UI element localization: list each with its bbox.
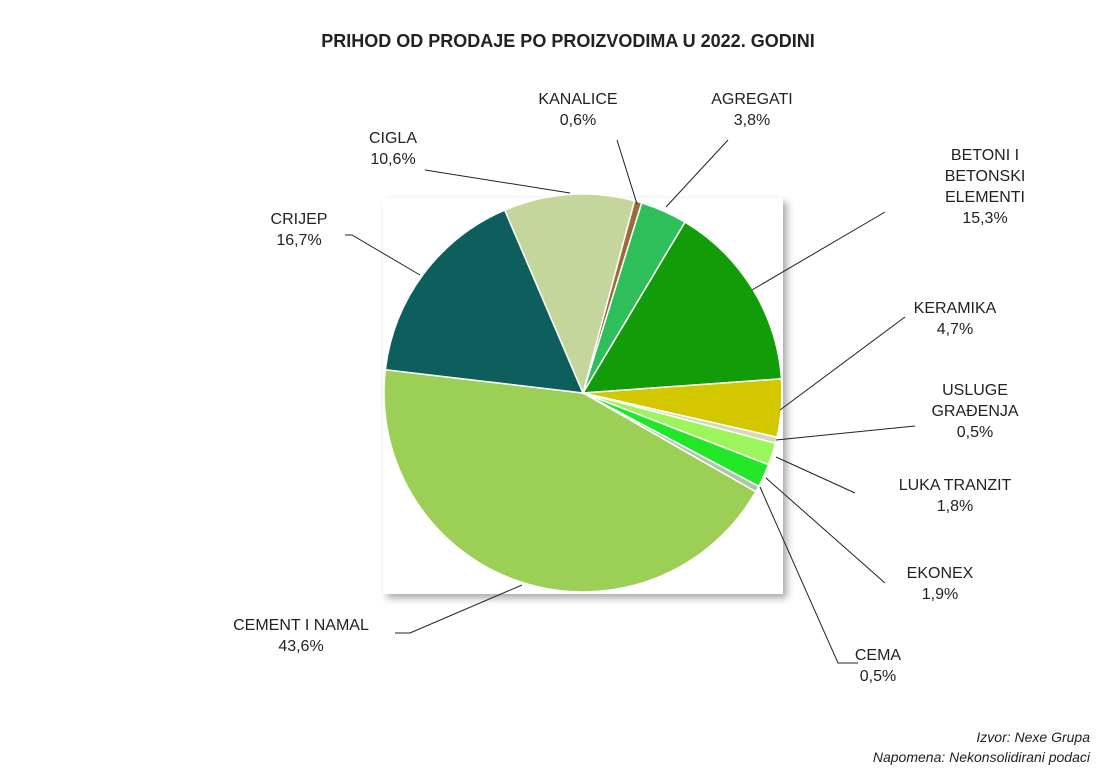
note: Napomena: Nekonsolidirani podaci	[873, 749, 1091, 765]
leader-line	[395, 584, 523, 634]
slice-value-label: 15,3%	[962, 210, 1007, 227]
leader-line	[424, 169, 571, 194]
slice-value-label: 16,7%	[276, 232, 321, 249]
slice-label: USLUGE GRAĐENJA	[931, 382, 1018, 420]
slice-label: BETONI I BETONSKI ELEMENTI	[945, 147, 1026, 206]
slice-value-label: 0,5%	[957, 424, 993, 441]
leader-line	[775, 456, 856, 494]
slice-value-label: 4,7%	[937, 321, 973, 338]
slice-value-label: 3,8%	[734, 112, 770, 129]
slice-value-label: 0,6%	[560, 112, 596, 129]
leader-line	[665, 139, 729, 208]
leader-line	[759, 486, 858, 664]
slice-label: EKONEX	[907, 565, 974, 582]
slice-value-label: 1,8%	[937, 498, 973, 515]
pie-slice	[384, 209, 585, 394]
pie-slice	[581, 221, 783, 394]
slice-label: AGREGATI	[711, 91, 793, 108]
source: Izvor: Nexe Grupa	[976, 729, 1090, 745]
slice-label: CEMENT I NAMAL	[233, 617, 369, 634]
leader-line	[775, 425, 916, 441]
slice-label: CRIJEP	[271, 211, 328, 228]
chart-title: PRIHOD OD PRODAJE PO PROIZVODIMA U 2022.…	[321, 31, 814, 51]
pie-slice	[383, 368, 757, 593]
leader-line	[765, 477, 886, 584]
slice-label: LUKA TRANZIT	[899, 477, 1012, 494]
leader-line	[779, 316, 906, 411]
slice-value-label: 1,9%	[922, 586, 958, 603]
leader-line	[616, 139, 638, 205]
slice-value-label: 43,6%	[278, 638, 323, 655]
slice-value-label: 10,6%	[370, 151, 415, 168]
pie-slice	[503, 193, 636, 396]
slice-label: CEMA	[855, 647, 902, 664]
slice-label: KERAMIKA	[914, 300, 997, 317]
leader-line	[751, 211, 886, 291]
slice-label: CIGLA	[369, 130, 417, 147]
leader-line	[345, 234, 421, 276]
slice-value-label: 0,5%	[860, 668, 896, 685]
slice-label: KANALICE	[538, 91, 617, 108]
